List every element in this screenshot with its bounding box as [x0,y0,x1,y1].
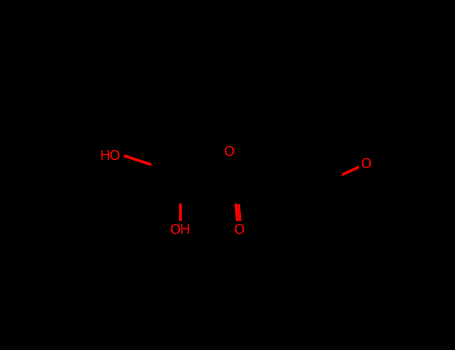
Text: O: O [223,145,234,159]
Text: HO: HO [100,149,121,163]
Text: O: O [233,223,243,237]
Text: OH: OH [169,223,190,237]
Text: O: O [360,157,371,171]
